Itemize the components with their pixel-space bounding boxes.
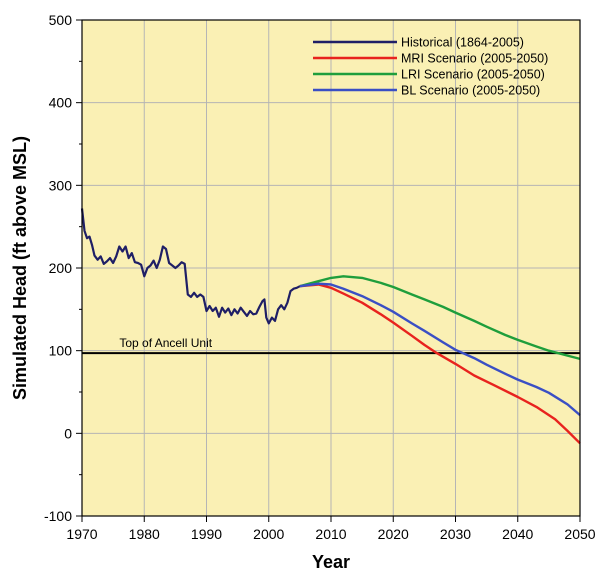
series-line-1 <box>299 283 581 445</box>
plot-frame <box>81 19 581 517</box>
gridlines <box>82 20 580 516</box>
y-tick-label: 400 <box>49 95 73 111</box>
x-tick-label: 2020 <box>378 526 409 542</box>
x-tick-label: 2030 <box>440 526 471 542</box>
x-tick-label: 2050 <box>564 526 595 542</box>
top-of-ancell-label: Top of Ancell Unit <box>119 336 212 350</box>
axis-ticks <box>76 19 581 522</box>
legend-label: LRI Scenario (2005-2050) <box>401 68 545 82</box>
x-tick-label: 1990 <box>191 526 222 542</box>
y-tick-label: 300 <box>49 177 73 193</box>
x-tick-label: 2000 <box>253 526 284 542</box>
y-tick-label: 100 <box>49 343 73 359</box>
legend-label: Historical (1864-2005) <box>401 36 524 50</box>
series-line-2 <box>299 275 581 361</box>
x-axis-title: Year <box>312 552 350 571</box>
y-tick-label: 0 <box>64 425 72 441</box>
reference-line-group: Top of Ancell Unit <box>82 336 580 355</box>
legend-label: BL Scenario (2005-2050) <box>401 84 540 98</box>
y-tick-label: 200 <box>49 260 73 276</box>
x-tick-label: 1970 <box>66 526 97 542</box>
legend-label: MRI Scenario (2005-2050) <box>401 52 548 66</box>
x-tick-labels: 1970 1980 1990 2000 2010 2020 2030 2040 2050 <box>66 526 595 542</box>
y-tick-labels: -100 0 100 200 300 400 500 <box>44 12 72 524</box>
series-line-0 <box>80 208 301 325</box>
y-axis-title: Simulated Head (ft above MSL) <box>10 136 30 400</box>
series-line-3 <box>299 282 581 417</box>
legend: Historical (1864-2005) MRI Scenario (2005… <box>313 36 548 98</box>
x-tick-label: 2010 <box>315 526 346 542</box>
series-lines <box>80 208 581 445</box>
y-tick-label: -100 <box>44 508 72 524</box>
x-tick-label: 1980 <box>129 526 160 542</box>
x-tick-label: 2040 <box>502 526 533 542</box>
y-tick-label: 500 <box>49 12 73 28</box>
